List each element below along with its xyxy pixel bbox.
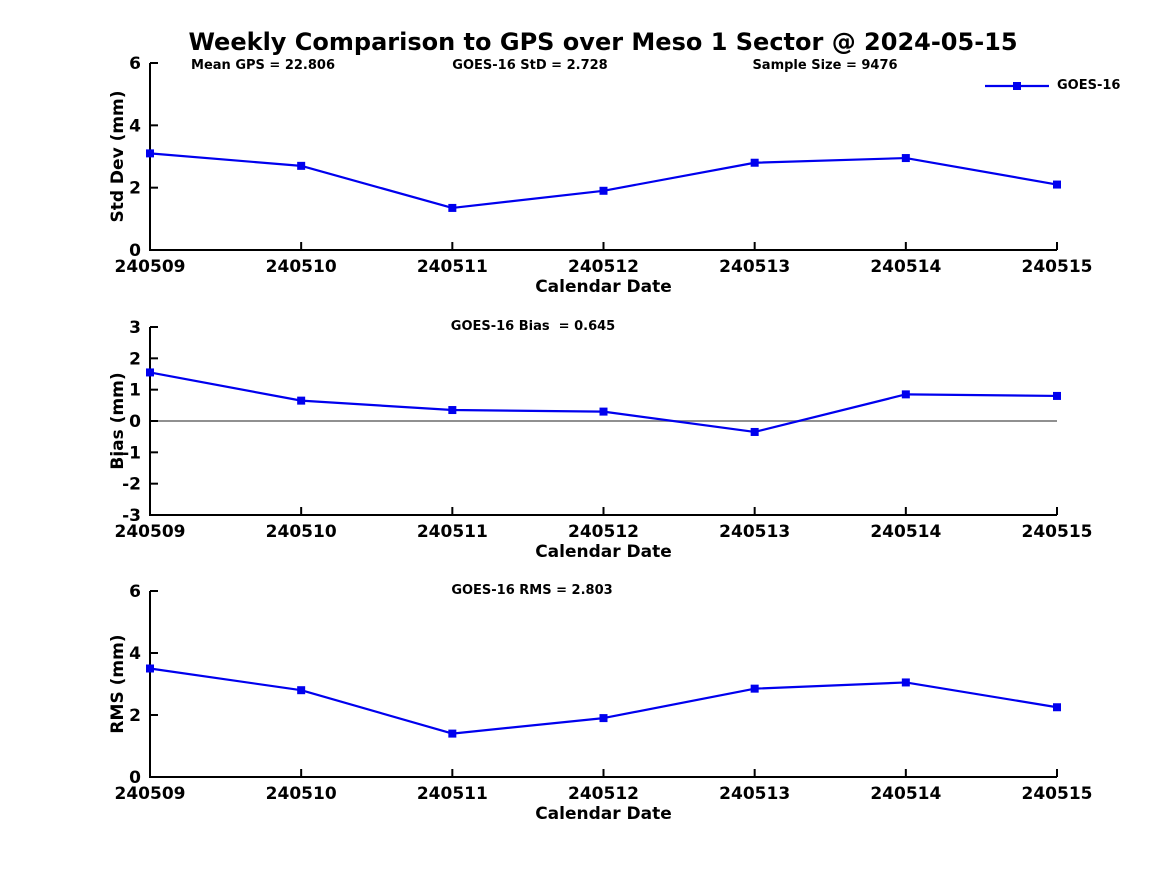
y-tick-label: 6 [129,582,141,602]
x-tick-label: 240511 [417,257,488,277]
chart-panel-std-dev: 0 2 4 6 240509 240510 240511 240512 240513 240514… [108,54,1092,297]
figure-title: Weekly Comparison to GPS over Meso 1 Sec… [188,28,1018,56]
data-point-marker [1053,180,1061,189]
data-point-marker [901,390,910,399]
annotation-goes-bias: GOES-16 Bias = 0.645 [450,319,616,334]
y-tick-label: 2 [129,706,141,726]
data-point-marker [448,203,457,212]
x-tick-label: 240511 [417,784,488,804]
y-tick-label: 0 [129,412,141,432]
data-point-marker [599,407,608,416]
data-point-marker [599,714,608,723]
y-tick-label: 6 [129,54,141,74]
y-tick-label: -2 [122,475,141,495]
data-point-marker [448,406,457,415]
x-tick-label: 240513 [719,784,790,804]
x-tick-label: 240510 [266,784,337,804]
x-tick-label: 240514 [870,257,941,277]
y-tick-label: 3 [129,318,141,338]
data-point-marker [750,684,759,693]
series-line [149,152,1058,210]
annotation-mean-gps: Mean GPS = 22.806 [191,58,335,73]
legend: GOES-16 [985,78,1120,93]
x-axis-label: Calendar Date [535,542,672,562]
data-point-marker [297,686,306,695]
data-point-marker [750,427,759,436]
y-tick-label: 4 [129,644,141,664]
y-axis-label: Bias (mm) [108,372,128,469]
data-point-marker [901,678,910,687]
y-tick-label: 0 [129,768,141,788]
y-tick-label: 0 [129,241,141,261]
x-tick-label: 240512 [568,784,639,804]
data-point-marker [146,149,154,158]
y-tick-label: 2 [129,179,141,199]
chart-panel-rms: 0 2 4 6 240509 240510 240511 240512 240513 240514… [108,582,1092,824]
data-point-marker [901,154,910,163]
data-point-marker [750,158,759,167]
data-point-marker [448,729,457,738]
series-line [149,667,1058,735]
x-tick-label: 240514 [870,784,941,804]
x-tick-label: 240510 [266,522,337,542]
x-tick-label: 240510 [266,257,337,277]
x-axis-label: Calendar Date [535,277,672,297]
x-tick-label: 240511 [417,522,488,542]
data-point-marker [297,161,306,170]
y-axis-label: RMS (mm) [108,634,128,733]
x-axis-label: Calendar Date [535,804,672,824]
x-tick-label: 240512 [568,522,639,542]
annotation-goes-rms: GOES-16 RMS = 2.803 [451,583,613,598]
annotation-goes-std: GOES-16 StD = 2.728 [452,58,608,73]
x-tick-label: 240515 [1022,784,1093,804]
x-tick-label: 240514 [870,522,941,542]
series-line [149,371,1058,434]
x-tick-label: 240513 [719,257,790,277]
data-point-marker [146,664,154,673]
chart-panel-bias: -3 -2 -1 0 1 2 3 240509 240510 240511 240512 240513… [108,318,1092,562]
x-tick-label: 240513 [719,522,790,542]
data-point-marker [297,396,306,405]
x-tick-label: 240515 [1022,257,1093,277]
legend-label: GOES-16 [1057,78,1121,93]
legend-marker [1013,81,1021,90]
y-axis-label: Std Dev (mm) [108,90,128,222]
y-tick-label: 4 [129,116,141,136]
x-tick-label: 240512 [568,257,639,277]
x-tick-label: 240509 [115,522,186,542]
x-tick-label: 240509 [115,784,186,804]
y-tick-label: 1 [129,381,141,401]
y-tick-label: 2 [129,349,141,369]
legend-line-marker-icon [985,81,1049,90]
y-tick-label: -3 [122,506,141,526]
data-point-marker [599,186,608,195]
axis-spines [149,63,1057,251]
data-point-marker [1053,703,1061,712]
x-tick-label: 240509 [115,257,186,277]
y-tick-label: -1 [122,443,141,463]
x-tick-label: 240515 [1022,522,1093,542]
data-point-marker [1053,391,1061,400]
data-point-marker [146,368,154,377]
annotation-sample-size: Sample Size = 9476 [752,58,898,73]
